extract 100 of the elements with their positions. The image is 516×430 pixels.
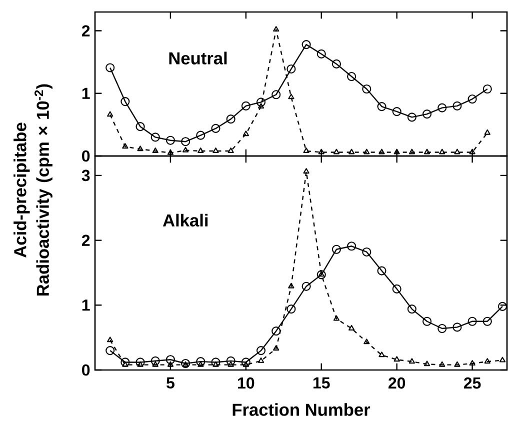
point xyxy=(362,84,372,94)
point xyxy=(166,136,175,145)
point xyxy=(241,101,250,110)
point xyxy=(120,358,130,367)
point xyxy=(422,316,432,326)
point xyxy=(150,132,160,142)
point xyxy=(181,358,190,368)
point xyxy=(272,326,281,336)
point xyxy=(364,338,370,344)
point xyxy=(273,345,280,351)
point xyxy=(318,148,324,154)
y-tick-label: 2 xyxy=(82,234,90,246)
point xyxy=(212,148,219,153)
annotation: Alkali xyxy=(162,214,208,227)
point xyxy=(196,130,206,140)
point xyxy=(136,122,145,132)
point xyxy=(182,361,189,367)
point xyxy=(454,361,460,367)
point xyxy=(242,361,249,367)
x-tick-label: 10 xyxy=(238,377,254,389)
y-tick-label: 3 xyxy=(82,170,90,182)
point xyxy=(302,282,311,291)
point xyxy=(407,112,416,122)
point xyxy=(242,130,249,136)
point xyxy=(468,316,477,326)
point xyxy=(303,148,310,153)
point xyxy=(469,148,476,154)
x-axis-title: Fraction Number xyxy=(232,403,370,416)
point xyxy=(272,90,281,100)
point xyxy=(452,101,462,110)
point xyxy=(256,98,266,107)
point xyxy=(288,282,294,288)
point xyxy=(439,148,446,154)
point xyxy=(378,352,385,358)
point xyxy=(166,355,175,364)
point xyxy=(469,360,476,366)
point xyxy=(378,148,385,154)
point xyxy=(438,324,447,334)
x-tick-label: 20 xyxy=(388,377,406,389)
point xyxy=(364,148,370,154)
point xyxy=(288,94,294,100)
y-tick-label: 1 xyxy=(82,300,90,311)
point xyxy=(286,304,296,314)
point xyxy=(362,247,372,257)
point xyxy=(303,168,310,174)
y-tick-label: 0 xyxy=(82,150,90,162)
point xyxy=(484,129,490,135)
point xyxy=(424,148,430,154)
point xyxy=(348,325,355,330)
x-tick-label: 5 xyxy=(166,377,174,389)
point xyxy=(256,346,266,356)
point xyxy=(332,59,342,68)
point xyxy=(407,304,416,314)
y-axis-title: Acid-precipitabe Radioactivity (cpm × 10$^{-2}$) xyxy=(14,84,52,296)
point xyxy=(136,358,145,367)
point xyxy=(286,64,296,74)
point xyxy=(106,346,115,356)
point xyxy=(137,146,144,152)
point xyxy=(377,266,386,276)
point xyxy=(258,357,264,363)
point xyxy=(408,148,415,154)
point xyxy=(394,356,400,362)
point xyxy=(347,72,356,82)
point xyxy=(182,146,189,152)
point xyxy=(439,361,446,367)
point xyxy=(333,148,340,154)
point xyxy=(482,84,492,94)
point xyxy=(422,110,432,119)
point xyxy=(454,148,460,154)
y-tick-label: 1 xyxy=(82,88,90,99)
point xyxy=(196,357,206,366)
point xyxy=(167,361,174,367)
point xyxy=(228,148,234,153)
point xyxy=(137,361,144,367)
y-tick-label: 0 xyxy=(82,364,90,376)
point xyxy=(347,242,356,251)
point xyxy=(107,336,114,342)
point xyxy=(167,149,174,155)
point xyxy=(241,358,250,367)
y-tick-label: 2 xyxy=(82,25,90,36)
point xyxy=(394,148,400,154)
annotation: Neutral xyxy=(169,52,227,64)
point xyxy=(468,94,477,104)
point xyxy=(226,114,236,124)
point xyxy=(106,63,115,72)
point xyxy=(392,284,402,294)
point xyxy=(273,26,280,32)
point xyxy=(150,356,160,366)
x-tick-label: 25 xyxy=(464,377,481,389)
point xyxy=(107,111,114,117)
point xyxy=(408,358,415,364)
point xyxy=(152,361,158,367)
point xyxy=(498,302,508,311)
point xyxy=(226,356,236,366)
point xyxy=(424,360,430,366)
point xyxy=(198,148,204,153)
point xyxy=(316,49,326,58)
point xyxy=(152,148,158,153)
point xyxy=(452,322,462,332)
point xyxy=(333,315,340,321)
